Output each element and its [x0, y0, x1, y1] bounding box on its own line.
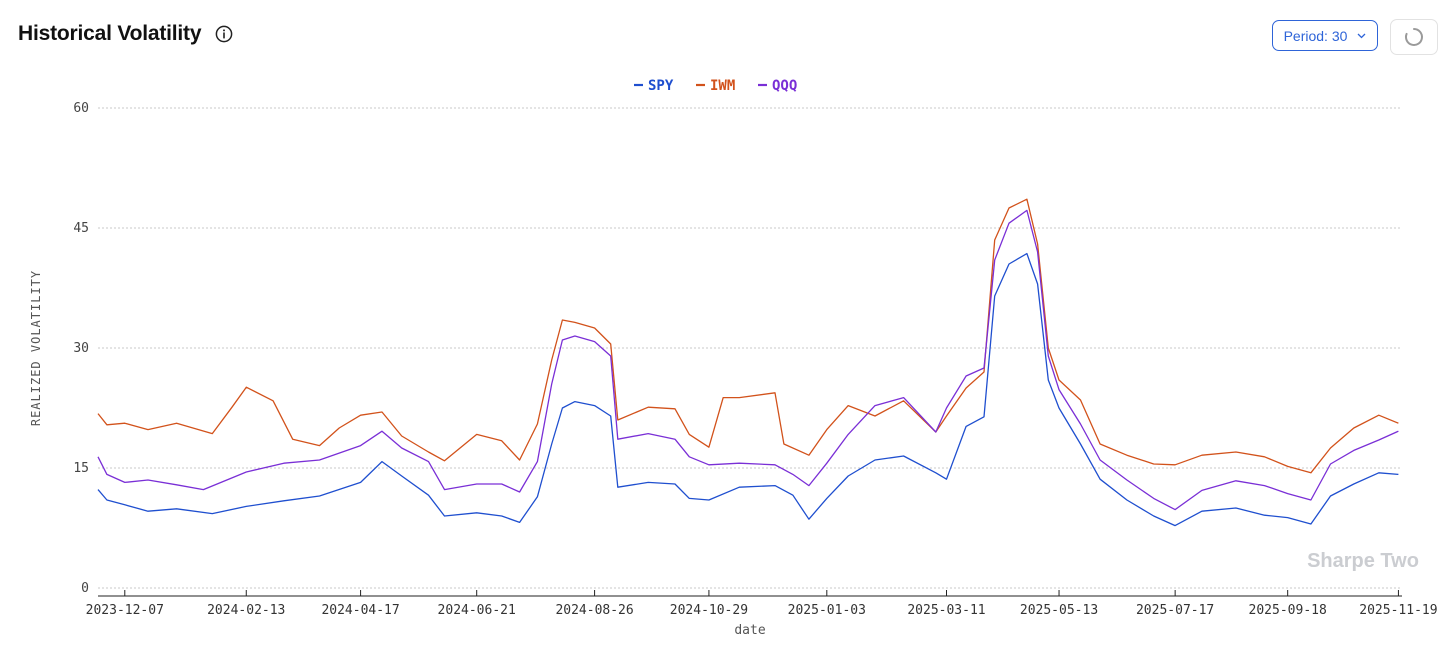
y-tick-label: 30	[73, 341, 89, 356]
y-axis-title: REALIZED VOLATILITY	[29, 270, 43, 426]
y-tick-label: 45	[73, 221, 89, 236]
period-select[interactable]: Period: 30	[1272, 20, 1378, 51]
x-tick-label: 2025-05-13	[1020, 603, 1098, 618]
x-tick-label: 2025-01-03	[788, 603, 866, 618]
y-tick-label: 15	[73, 461, 89, 476]
x-axis: 2023-12-07 2024-02-13 2024-04-17 2024-06-21…	[86, 590, 1438, 618]
chevron-down-icon	[1357, 33, 1366, 38]
grid	[98, 107, 1402, 589]
legend: SPY IWM QQQ	[634, 78, 797, 94]
x-tick-label: 2024-02-13	[207, 603, 285, 618]
legend-item-spy[interactable]: SPY	[634, 78, 674, 94]
legend-label: IWM	[710, 78, 735, 94]
series-line-iwm	[97, 198, 1399, 474]
loading-spinner-icon	[1405, 28, 1423, 46]
x-tick-label: 2025-07-17	[1136, 603, 1214, 618]
y-tick-label: 0	[81, 581, 89, 596]
x-tick-label: 2023-12-07	[86, 603, 164, 618]
legend-label: SPY	[648, 78, 674, 94]
y-tick-label: 60	[73, 101, 89, 116]
legend-label: QQQ	[772, 78, 797, 94]
x-axis-title: date	[734, 623, 765, 638]
period-select-label: Period: 30	[1283, 27, 1348, 44]
x-tick-label: 2024-08-26	[555, 603, 633, 618]
x-tick-label: 2025-03-11	[907, 603, 985, 618]
legend-item-qqq[interactable]: QQQ	[758, 78, 797, 94]
refresh-button[interactable]	[1390, 19, 1438, 55]
x-tick-label: 2024-10-29	[670, 603, 748, 618]
series-lines	[97, 198, 1399, 527]
legend-item-iwm[interactable]: IWM	[696, 78, 735, 94]
page-title: Historical Volatility	[18, 22, 202, 45]
watermark: Sharpe Two	[1307, 550, 1419, 572]
info-icon[interactable]	[215, 25, 233, 43]
x-tick-label: 2024-06-21	[438, 603, 516, 618]
series-line-qqq	[97, 209, 1399, 511]
series-line-spy	[97, 252, 1399, 527]
x-tick-label: 2025-11-19	[1359, 603, 1437, 618]
y-axis: 0 15 30 45 60	[73, 101, 89, 596]
chart-header: Historical Volatility	[18, 22, 233, 46]
x-tick-label: 2025-09-18	[1249, 603, 1327, 618]
x-tick-label: 2024-04-17	[321, 603, 399, 618]
